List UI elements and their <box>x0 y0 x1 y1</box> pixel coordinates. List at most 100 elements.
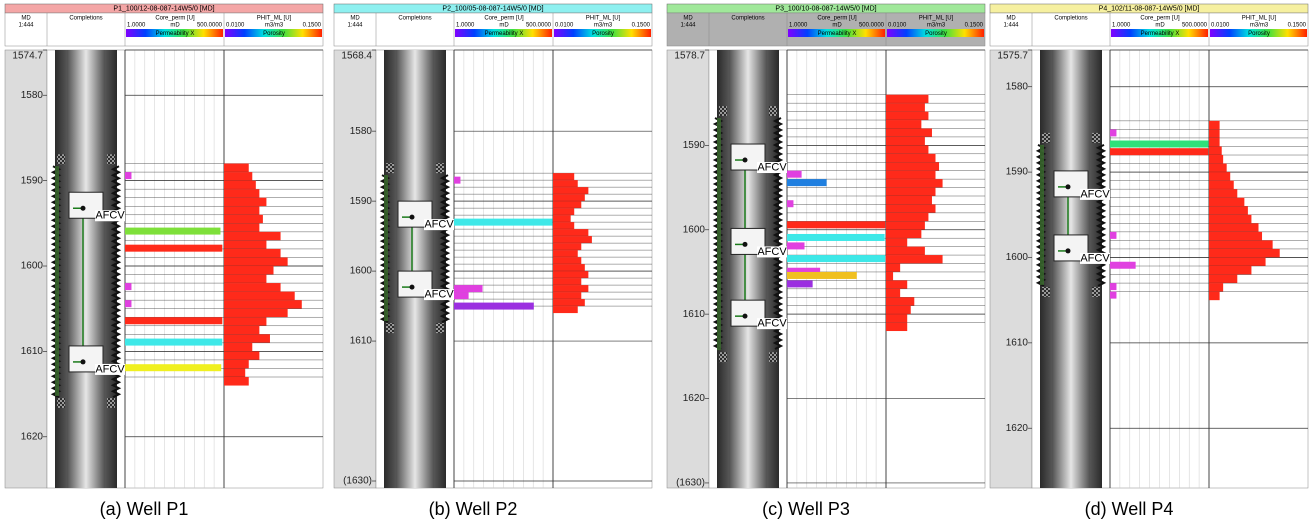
header-text: 0.0100 <box>1211 23 1230 29</box>
valve-port <box>1065 184 1071 190</box>
porosity-bar <box>1209 129 1220 138</box>
valve-port <box>742 313 748 319</box>
depth-label: 1574.7 <box>12 51 43 62</box>
header-text: mD <box>832 23 842 29</box>
porosity-bar <box>1209 266 1252 275</box>
porosity-bar <box>553 187 589 195</box>
header-text: MD <box>21 16 31 22</box>
depth-label: 1600 <box>350 266 373 277</box>
permeability-bar <box>787 170 802 178</box>
permeability-bar <box>125 227 221 235</box>
valve-label: AFCV <box>95 363 125 375</box>
porosity-bar <box>553 222 575 230</box>
porosity-bar <box>1209 146 1222 156</box>
header-text: m3/m3 <box>594 23 613 29</box>
porosity-bar <box>224 189 260 198</box>
porosity-bar <box>886 111 929 121</box>
header-text: 1.0000 <box>1112 23 1131 29</box>
valve-label: AFCV <box>1080 188 1110 200</box>
permeability-bar <box>1110 129 1117 137</box>
header-text: Core_perm [U] <box>155 16 195 22</box>
porosity-bar <box>886 305 911 315</box>
porosity-bar <box>886 120 922 129</box>
porosity-bar <box>224 283 281 292</box>
header-text: Permeability X <box>485 31 524 37</box>
color-scale <box>887 29 984 37</box>
porosity-bar <box>224 266 274 275</box>
permeability-bar <box>125 338 223 346</box>
permeability-bar <box>1110 261 1136 269</box>
depth-label: 1610 <box>350 336 373 347</box>
packer <box>57 154 65 165</box>
permeability-bar <box>454 302 534 310</box>
depth-label: 1600 <box>1006 252 1029 263</box>
header-text: 0.0100 <box>555 23 574 29</box>
header-text: Core_perm [U] <box>484 16 524 22</box>
header-text: 500.0000 <box>197 23 223 29</box>
header-text: Completions <box>398 16 431 22</box>
porosity-bar <box>1209 206 1248 215</box>
well-title: P4_102/11-08-087-14W5/0 [MD] <box>1099 6 1200 13</box>
porosity-bar <box>224 325 260 335</box>
porosity-bar <box>553 229 589 237</box>
porosity-bar <box>224 206 260 215</box>
permeability-bar <box>125 172 132 180</box>
md-track <box>4 49 48 489</box>
porosity-bar <box>224 300 302 309</box>
packer <box>1092 286 1100 297</box>
porosity-bar <box>1209 189 1238 198</box>
depth-label: 1578.7 <box>674 51 705 62</box>
depth-label: 1580 <box>1006 81 1029 92</box>
permeability-bar <box>787 200 794 208</box>
permeability-bar <box>1110 291 1117 299</box>
caption: (c) Well P3 <box>762 499 850 519</box>
porosity-bar <box>553 201 582 209</box>
depth-label: 1590 <box>350 196 373 207</box>
packer <box>1042 286 1050 297</box>
porosity-bar <box>1209 180 1234 190</box>
header-text: PHIT_ML [U] <box>257 16 292 22</box>
depth-label: 1610 <box>683 309 706 320</box>
depth-label: 1600 <box>683 224 706 235</box>
porosity-bar <box>553 271 589 279</box>
header-text: Core_perm [U] <box>1140 16 1180 22</box>
header-text: MD <box>683 16 693 22</box>
porosity-bar <box>553 236 592 244</box>
gravel-pack <box>717 118 721 351</box>
porosity-bar <box>553 250 578 258</box>
porosity-bar <box>1209 197 1245 207</box>
header-text: 1.0000 <box>789 23 808 29</box>
well-panel: P1_100/12-08-087-14W5/0 [MD] MD1:444 Compl… <box>4 3 324 519</box>
porosity-bar <box>886 212 929 222</box>
porosity-bar <box>886 162 940 171</box>
gravel-pack <box>1040 144 1044 285</box>
caption: (b) Well P2 <box>429 499 518 519</box>
porosity-bar <box>224 351 260 360</box>
porosity-bar <box>224 291 295 301</box>
packer <box>57 397 65 408</box>
header-text: 500.0000 <box>859 23 885 29</box>
porosity-bar <box>224 180 256 190</box>
porosity-bar <box>553 194 585 202</box>
header-text: MD <box>350 16 360 22</box>
porosity-bar <box>886 255 943 264</box>
depth-label: (1630) <box>676 478 705 489</box>
valve-label: AFCV <box>757 161 787 173</box>
header-text: 500.0000 <box>1182 23 1208 29</box>
depth-label: 1590 <box>683 140 706 151</box>
depth-label: 1620 <box>683 393 706 404</box>
porosity-bar <box>553 306 578 314</box>
porosity-bar <box>886 314 908 323</box>
packer <box>386 163 394 174</box>
porosity-bar <box>1209 231 1263 241</box>
porosity-bar <box>1209 291 1220 301</box>
header-text: 0.1500 <box>303 23 322 29</box>
permeability-bar <box>787 255 886 263</box>
header-text: mD <box>1155 23 1165 29</box>
valve-port <box>1065 248 1071 254</box>
permeability-bar <box>787 271 857 279</box>
permeability-bar <box>454 292 469 300</box>
depth-label: 1580 <box>350 126 373 137</box>
header-text: 1:444 <box>1003 23 1019 29</box>
